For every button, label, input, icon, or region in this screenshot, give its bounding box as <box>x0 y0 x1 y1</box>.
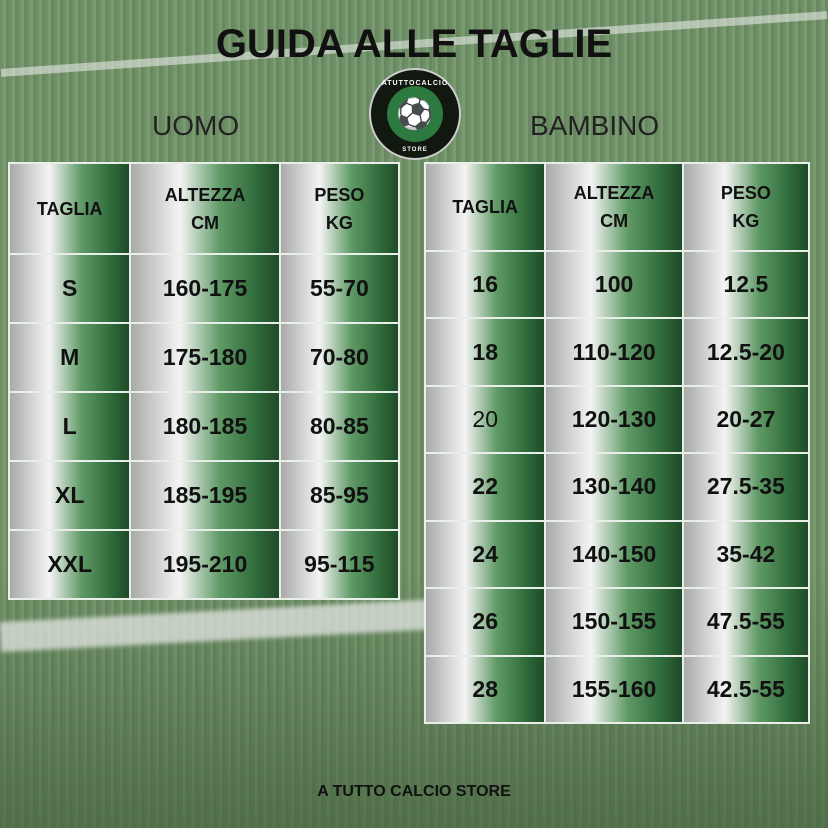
uomo-size-table: TAGLIA ALTEZZA CM PESO KG S 160-175 55-70 M 175-1… <box>7 162 401 600</box>
table-cell: 120-130 <box>544 384 684 455</box>
table-cell: 26 <box>423 587 547 657</box>
table-cell: 28 <box>423 654 547 725</box>
table-cell: 185-195 <box>129 460 281 531</box>
footer: A TUTTO CALCIO STORE <box>317 783 511 800</box>
table-cell: M <box>7 322 132 393</box>
table-cell: XXL <box>7 529 132 600</box>
table-cell: 155-160 <box>544 654 684 725</box>
table-row: 16 100 12.5 <box>423 249 811 320</box>
table-row: 20 120-130 20-27 <box>423 384 811 455</box>
table-row: M 175-180 70-80 <box>7 322 401 393</box>
table-cell: 130-140 <box>544 452 684 522</box>
header-cell: TAGLIA <box>7 162 132 255</box>
table-cell: L <box>7 391 132 462</box>
table-cell: 24 <box>423 519 547 590</box>
table-cell: 55-70 <box>278 253 401 324</box>
header-cell: PESO KG <box>278 162 401 255</box>
header-text: KG <box>325 212 353 233</box>
header-text: TAGLIA <box>36 198 103 219</box>
table-row: L 180-185 80-85 <box>7 391 401 462</box>
header-text: PESO <box>314 184 365 205</box>
header-cell: TAGLIA <box>423 162 547 252</box>
table-cell: 140-150 <box>544 519 684 590</box>
table-cell: 42.5-55 <box>681 654 811 725</box>
table-cell: 20-27 <box>681 384 811 455</box>
logo-sub: STORE <box>402 147 428 153</box>
header-text: CM <box>600 211 629 231</box>
table-cell: 18 <box>423 317 547 387</box>
header-text: PESO <box>720 183 771 203</box>
table-cell: 70-80 <box>278 322 401 393</box>
table-row: XL 185-195 85-95 <box>7 460 401 531</box>
table-cell: 12.5-20 <box>681 317 811 387</box>
table-cell: 85-95 <box>278 460 401 531</box>
table-row: S 160-175 55-70 <box>7 253 401 324</box>
bambino-label: BAMBINO <box>530 110 660 141</box>
table-cell: 47.5-55 <box>681 587 811 657</box>
table-row: 24 140-150 35-42 <box>423 519 811 590</box>
table-cell: 180-185 <box>129 391 281 462</box>
header-text: TAGLIA <box>452 197 519 217</box>
table-cell: 160-175 <box>129 253 281 324</box>
bambino-size-table: TAGLIA ALTEZZA CM PESO KG 16 100 12.5 18 110-120 1… <box>423 162 811 725</box>
table-row: 22 130-140 27.5-35 <box>423 452 811 522</box>
logo-text: ATUTTOCALCIO <box>381 80 449 87</box>
table-cell: 80-85 <box>278 391 401 462</box>
table-cell: 175-180 <box>129 322 281 393</box>
table-cell: 110-120 <box>544 317 684 387</box>
header-text: ALTEZZA <box>164 184 246 205</box>
table-cell: 95-115 <box>278 529 401 600</box>
store-logo: ATUTTOCALCIO ⚽ STORE <box>369 68 461 160</box>
table-row: 28 155-160 42.5-55 <box>423 654 811 725</box>
table-cell: 16 <box>423 249 547 320</box>
table-cell: S <box>7 253 132 324</box>
uomo-label: UOMO <box>152 110 240 141</box>
table-row: 18 110-120 12.5-20 <box>423 317 811 387</box>
table-cell: 20 <box>423 384 547 455</box>
header-cell: ALTEZZA CM <box>129 162 281 255</box>
table-cell: 195-210 <box>129 529 281 600</box>
header-text: KG <box>732 211 760 231</box>
header-cell: PESO KG <box>681 162 811 252</box>
table-cell: 27.5-35 <box>681 452 811 522</box>
table-cell: 100 <box>544 249 684 320</box>
player-icon: ⚽ <box>387 86 443 142</box>
page-title: GUIDA ALLE TAGLIE <box>215 22 613 66</box>
header-cell: ALTEZZA CM <box>544 162 684 252</box>
table-cell: 150-155 <box>544 587 684 657</box>
table-row: XXL 195-210 95-115 <box>7 529 401 600</box>
table-cell: 22 <box>423 452 547 522</box>
table-cell: 35-42 <box>681 519 811 590</box>
table-cell: XL <box>7 460 132 531</box>
header-text: ALTEZZA <box>573 183 655 203</box>
header-text: CM <box>191 212 220 233</box>
table-row: 26 150-155 47.5-55 <box>423 587 811 657</box>
table-cell: 12.5 <box>681 249 811 320</box>
